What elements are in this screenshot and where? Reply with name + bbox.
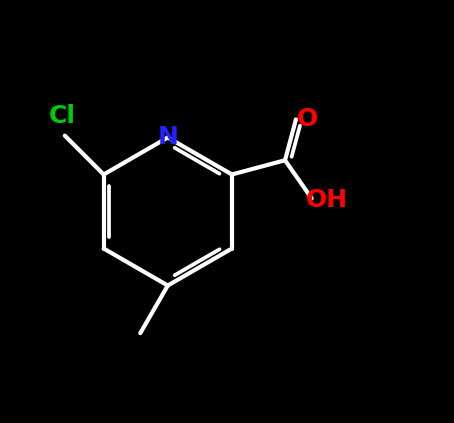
Text: OH: OH (306, 189, 348, 212)
Text: N: N (158, 126, 178, 149)
Text: Cl: Cl (49, 104, 76, 128)
Text: O: O (297, 107, 318, 132)
